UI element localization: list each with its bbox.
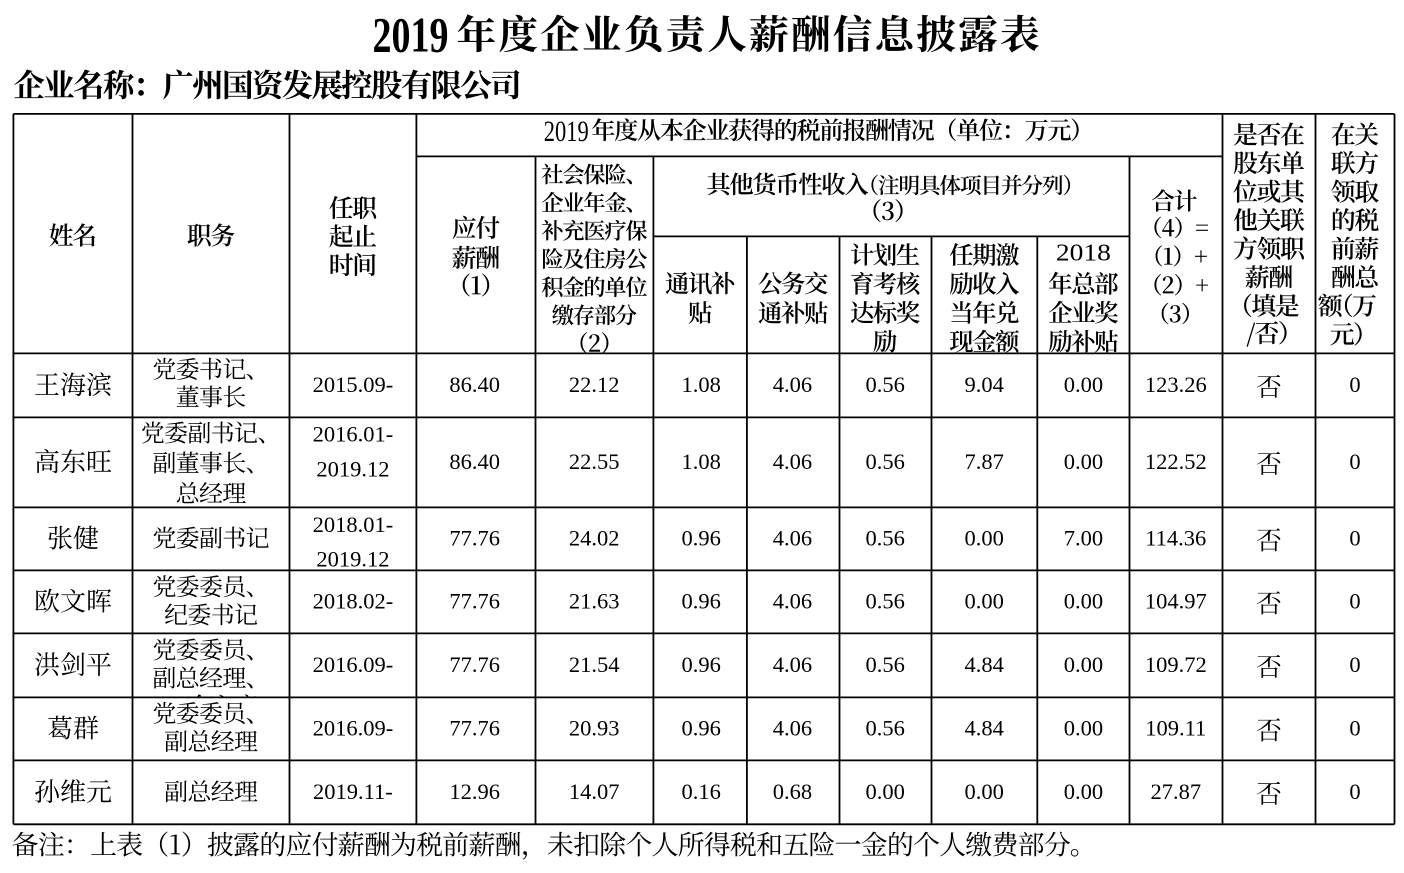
svg-text:2016.01-: 2016.01- (313, 422, 394, 447)
svg-text:0.16: 0.16 (682, 779, 721, 804)
svg-text:2019: 2019 (544, 115, 589, 148)
svg-text:2016.09-: 2016.09- (313, 652, 394, 677)
svg-text:1.08: 1.08 (682, 372, 721, 397)
svg-text:0.00: 0.00 (1064, 779, 1103, 804)
svg-text:86.40: 86.40 (449, 372, 500, 397)
svg-text:104.97: 104.97 (1145, 588, 1207, 613)
svg-text:0: 0 (1349, 588, 1360, 613)
svg-text:0: 0 (1349, 779, 1360, 804)
svg-text:0.00: 0.00 (965, 779, 1004, 804)
svg-text:21.63: 21.63 (569, 588, 620, 613)
svg-text:1.08: 1.08 (682, 449, 721, 474)
svg-text:21.54: 21.54 (569, 652, 620, 677)
svg-text:4.84: 4.84 (965, 652, 1004, 677)
svg-text:4.06: 4.06 (773, 588, 812, 613)
svg-text:0: 0 (1349, 372, 1360, 397)
svg-text:2019.12: 2019.12 (316, 546, 389, 571)
svg-text:0.96: 0.96 (682, 715, 721, 740)
svg-text:0.56: 0.56 (866, 715, 905, 740)
svg-text:2016.09-: 2016.09- (313, 715, 394, 740)
svg-text:0: 0 (1349, 525, 1360, 550)
svg-text:27.87: 27.87 (1150, 779, 1201, 804)
svg-text:0.00: 0.00 (965, 588, 1004, 613)
svg-text:2019.12: 2019.12 (316, 456, 389, 481)
svg-text:0.68: 0.68 (773, 779, 812, 804)
svg-text:0.00: 0.00 (866, 779, 905, 804)
svg-text:123.26: 123.26 (1145, 372, 1207, 397)
svg-text:22.55: 22.55 (569, 449, 620, 474)
svg-text:4.06: 4.06 (773, 525, 812, 550)
svg-text:22.12: 22.12 (569, 372, 620, 397)
svg-text:2018: 2018 (1056, 239, 1111, 266)
svg-text:0: 0 (1349, 652, 1360, 677)
svg-text:77.76: 77.76 (449, 715, 500, 740)
svg-text:4.06: 4.06 (773, 449, 812, 474)
svg-text:77.76: 77.76 (449, 652, 500, 677)
svg-text:7.00: 7.00 (1064, 525, 1103, 550)
svg-text:109.11: 109.11 (1145, 715, 1206, 740)
svg-text:77.76: 77.76 (449, 588, 500, 613)
svg-text:2015.09-: 2015.09- (313, 372, 394, 397)
svg-text:0.00: 0.00 (1064, 372, 1103, 397)
svg-text:0.56: 0.56 (866, 652, 905, 677)
svg-text:4.06: 4.06 (773, 652, 812, 677)
svg-text:0.56: 0.56 (866, 372, 905, 397)
svg-text:9.04: 9.04 (965, 372, 1004, 397)
svg-text:0: 0 (1349, 449, 1360, 474)
svg-text:0.00: 0.00 (1064, 652, 1103, 677)
svg-text:7.87: 7.87 (965, 449, 1004, 474)
svg-text:0.00: 0.00 (1064, 715, 1103, 740)
svg-text:109.72: 109.72 (1145, 652, 1207, 677)
svg-text:2018.01-: 2018.01- (313, 512, 394, 537)
svg-text:2019: 2019 (373, 7, 449, 63)
svg-text:0.56: 0.56 (866, 588, 905, 613)
svg-text:14.07: 14.07 (569, 779, 620, 804)
svg-text:114.36: 114.36 (1145, 525, 1206, 550)
svg-text:122.52: 122.52 (1145, 449, 1207, 474)
svg-text:0.00: 0.00 (1064, 588, 1103, 613)
svg-text:0.00: 0.00 (965, 525, 1004, 550)
svg-text:0.96: 0.96 (682, 525, 721, 550)
svg-text:2018.02-: 2018.02- (313, 588, 394, 613)
svg-text:0.56: 0.56 (866, 449, 905, 474)
svg-text:0.96: 0.96 (682, 652, 721, 677)
svg-text:12.96: 12.96 (449, 779, 500, 804)
svg-text:86.40: 86.40 (449, 449, 500, 474)
svg-text:2019.11-: 2019.11- (313, 779, 393, 804)
svg-text:4.06: 4.06 (773, 715, 812, 740)
svg-text:24.02: 24.02 (569, 525, 620, 550)
svg-text:4.84: 4.84 (965, 715, 1004, 740)
svg-text:0.96: 0.96 (682, 588, 721, 613)
svg-text:20.93: 20.93 (569, 715, 620, 740)
svg-text:0.00: 0.00 (1064, 449, 1103, 474)
svg-text:0.56: 0.56 (866, 525, 905, 550)
svg-text:77.76: 77.76 (449, 525, 500, 550)
svg-text:0: 0 (1349, 715, 1360, 740)
svg-text:4.06: 4.06 (773, 372, 812, 397)
